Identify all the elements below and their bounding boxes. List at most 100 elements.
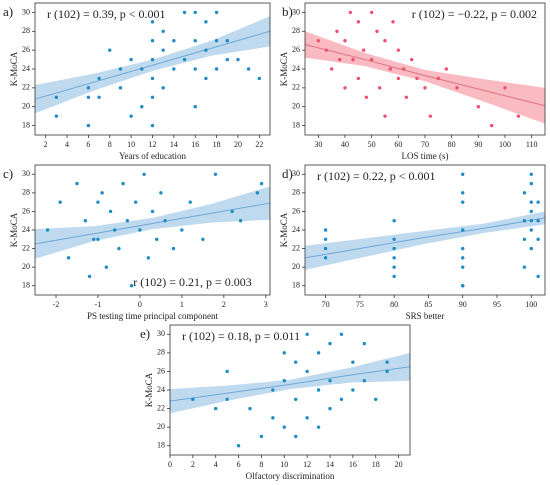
x-tick-label: 8 bbox=[108, 140, 112, 149]
y-tick-label: 20 bbox=[292, 102, 300, 111]
data-point bbox=[193, 10, 197, 15]
data-point bbox=[351, 360, 355, 364]
x-tick-label: 110 bbox=[526, 140, 538, 149]
plot-frame bbox=[304, 164, 546, 296]
annotation: r (102) = 0.39, p < 0.001 bbox=[47, 7, 166, 21]
data-point bbox=[294, 434, 298, 439]
x-axis-label: PS testing time principal component bbox=[87, 311, 218, 321]
data-point bbox=[323, 237, 328, 241]
y-tick-label: 28 bbox=[292, 188, 300, 197]
x-tick-label: 6 bbox=[86, 140, 90, 149]
data-point bbox=[140, 67, 144, 71]
data-point bbox=[96, 200, 100, 204]
data-point bbox=[516, 114, 521, 118]
data-point bbox=[118, 86, 123, 90]
x-tick-label: 2 bbox=[191, 460, 195, 469]
data-point bbox=[271, 416, 275, 420]
data-point bbox=[388, 67, 393, 71]
x-tick-label: 10 bbox=[127, 140, 135, 149]
data-point bbox=[86, 123, 91, 128]
panel-label: b) bbox=[282, 4, 293, 19]
y-tick-label: 26 bbox=[292, 45, 300, 54]
data-point bbox=[140, 105, 144, 109]
x-tick-label: 60 bbox=[394, 140, 402, 149]
x-axis-label: Years of education bbox=[119, 151, 187, 161]
data-point bbox=[385, 369, 389, 374]
data-point bbox=[415, 76, 419, 81]
data-point bbox=[150, 20, 155, 24]
y-tick-label: 28 bbox=[22, 26, 30, 35]
x-axis-label: LOS time (s) bbox=[402, 151, 449, 161]
data-point bbox=[259, 181, 264, 186]
data-point bbox=[86, 95, 91, 99]
data-point bbox=[316, 39, 321, 43]
data-point bbox=[461, 200, 465, 204]
data-point bbox=[188, 200, 192, 204]
panel-label: e) bbox=[140, 326, 150, 341]
data-point bbox=[536, 237, 540, 241]
confidence-band bbox=[305, 211, 545, 270]
data-point bbox=[138, 228, 142, 232]
y-tick-label: 18 bbox=[157, 441, 165, 450]
data-point bbox=[375, 29, 379, 33]
x-axis-label: SRS better bbox=[406, 311, 445, 321]
data-point bbox=[323, 228, 328, 232]
data-point bbox=[150, 123, 155, 128]
data-point bbox=[351, 388, 355, 392]
data-point bbox=[396, 76, 401, 81]
data-point bbox=[461, 191, 465, 195]
panel: 30 40 50 60 70 80 90 100 110 18 20 22 24 26 28 30 LOS ti… bbox=[279, 2, 546, 161]
data-point bbox=[225, 39, 229, 43]
x-tick-label: 70 bbox=[421, 140, 429, 149]
data-point bbox=[294, 360, 298, 364]
data-point bbox=[428, 114, 433, 118]
data-point bbox=[182, 57, 187, 62]
data-point bbox=[404, 95, 409, 99]
fit-line bbox=[34, 30, 271, 100]
data-point bbox=[125, 219, 130, 223]
data-point bbox=[236, 57, 240, 62]
data-point bbox=[522, 237, 527, 241]
data-point bbox=[214, 10, 219, 15]
data-point bbox=[305, 332, 309, 336]
data-point bbox=[316, 351, 321, 355]
data-point bbox=[536, 200, 540, 204]
data-point bbox=[146, 256, 151, 260]
data-point bbox=[305, 369, 309, 374]
y-tick-label: 24 bbox=[292, 225, 300, 234]
data-point bbox=[193, 39, 197, 43]
data-point bbox=[225, 369, 229, 374]
data-point bbox=[230, 209, 234, 214]
data-point bbox=[236, 444, 241, 448]
data-point bbox=[396, 48, 401, 52]
data-point bbox=[86, 86, 91, 90]
data-point bbox=[45, 228, 50, 232]
x-tick-label: -1 bbox=[95, 300, 102, 309]
data-point bbox=[348, 10, 353, 15]
data-point bbox=[214, 39, 219, 43]
data-point bbox=[118, 67, 123, 71]
x-tick-label: 14 bbox=[170, 140, 178, 149]
data-point bbox=[66, 256, 71, 260]
data-point bbox=[121, 181, 125, 186]
data-point bbox=[356, 76, 361, 81]
data-point bbox=[182, 10, 187, 15]
data-point bbox=[150, 76, 155, 81]
x-tick-label: 3 bbox=[264, 300, 268, 309]
data-point bbox=[361, 48, 366, 52]
data-point bbox=[108, 209, 113, 214]
data-point bbox=[461, 172, 465, 176]
data-point bbox=[54, 95, 59, 99]
x-tick-label: 70 bbox=[322, 300, 330, 309]
annotation: r (102) = −0.22, p = 0.002 bbox=[412, 7, 537, 21]
x-tick-label: 10 bbox=[280, 460, 288, 469]
data-point bbox=[180, 228, 184, 232]
data-point bbox=[163, 219, 167, 223]
y-tick-label: 30 bbox=[292, 7, 300, 16]
data-point bbox=[159, 191, 163, 195]
data-point bbox=[392, 256, 396, 260]
annotation: r (102) = 0.18, p = 0.011 bbox=[182, 329, 300, 343]
confidence-band bbox=[35, 186, 270, 259]
data-point bbox=[529, 181, 533, 186]
